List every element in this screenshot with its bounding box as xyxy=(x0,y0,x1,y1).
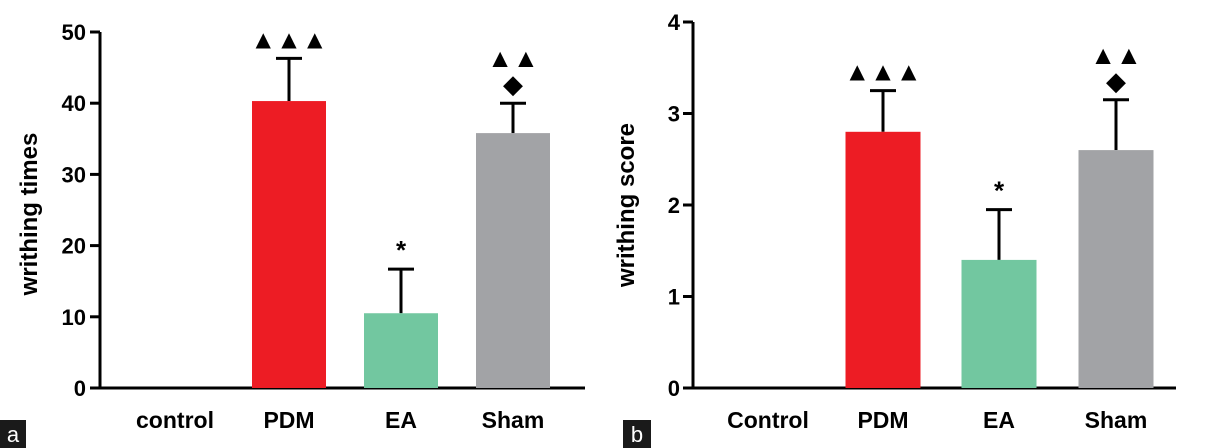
y-tick-label: 0 xyxy=(74,376,86,401)
y-tick-label: 1 xyxy=(668,285,680,310)
panel-b-categories: Control PDM EA Sham xyxy=(727,407,1147,433)
panel-b: writhing score 0 1 2 3 4 Control PDM EA Sham ▲▲… xyxy=(613,10,1176,448)
y-tick-label: 50 xyxy=(62,20,86,45)
category-label: PDM xyxy=(857,407,908,433)
significance-marker: * xyxy=(396,235,407,265)
y-tick-label: 10 xyxy=(62,305,86,330)
panel-a-label: a xyxy=(7,422,20,447)
panel-b-ticks: 0 1 2 3 4 xyxy=(668,10,693,401)
panel-b-bars xyxy=(845,89,1154,389)
category-label: Sham xyxy=(482,407,545,433)
significance-marker: ◆ xyxy=(503,69,523,99)
panel-b-label: b xyxy=(631,422,643,447)
category-label: PDM xyxy=(263,407,314,433)
bar-pdm xyxy=(845,131,921,389)
category-label: EA xyxy=(385,407,417,433)
bar-sham xyxy=(1078,150,1154,388)
category-label: Control xyxy=(727,407,809,433)
panel-a-ticks: 0 10 20 30 40 50 xyxy=(62,20,100,401)
significance-marker: ▲▲ xyxy=(1090,40,1141,70)
significance-marker: ▲▲▲ xyxy=(250,24,327,54)
panel-a-label-box xyxy=(0,420,26,448)
panel-a: writhing times 0 10 20 30 40 50 control PDM EA S… xyxy=(0,20,585,448)
significance-marker: ▲▲▲ xyxy=(844,57,921,87)
significance-marker: * xyxy=(994,176,1005,206)
y-tick-label: 40 xyxy=(62,91,86,116)
bar-pdm xyxy=(252,101,326,389)
significance-marker: ▲▲ xyxy=(487,43,538,73)
panel-b-label-box xyxy=(623,420,651,448)
y-tick-label: 20 xyxy=(62,234,86,259)
panel-a-ylabel: writhing times xyxy=(16,133,43,297)
panel-b-significance: ▲▲▲ * ▲▲◆ xyxy=(844,40,1141,206)
category-label: Sham xyxy=(1085,407,1148,433)
y-tick-label: 3 xyxy=(668,102,680,127)
y-tick-label: 30 xyxy=(62,162,86,187)
category-label: EA xyxy=(983,407,1015,433)
y-tick-label: 0 xyxy=(668,376,680,401)
panel-b-ylabel: writhing score xyxy=(613,123,640,288)
bar-sham xyxy=(476,133,550,388)
bar-ea xyxy=(961,259,1037,388)
y-tick-label: 4 xyxy=(668,10,681,35)
panel-a-significance: ▲▲▲ * ▲▲◆ xyxy=(250,24,538,265)
bar-ea xyxy=(364,313,438,388)
y-tick-label: 2 xyxy=(668,193,680,218)
significance-marker: ◆ xyxy=(1106,66,1126,96)
category-label: control xyxy=(136,407,214,433)
panel-a-bars xyxy=(252,56,550,389)
panel-a-categories: control PDM EA Sham xyxy=(136,407,544,433)
